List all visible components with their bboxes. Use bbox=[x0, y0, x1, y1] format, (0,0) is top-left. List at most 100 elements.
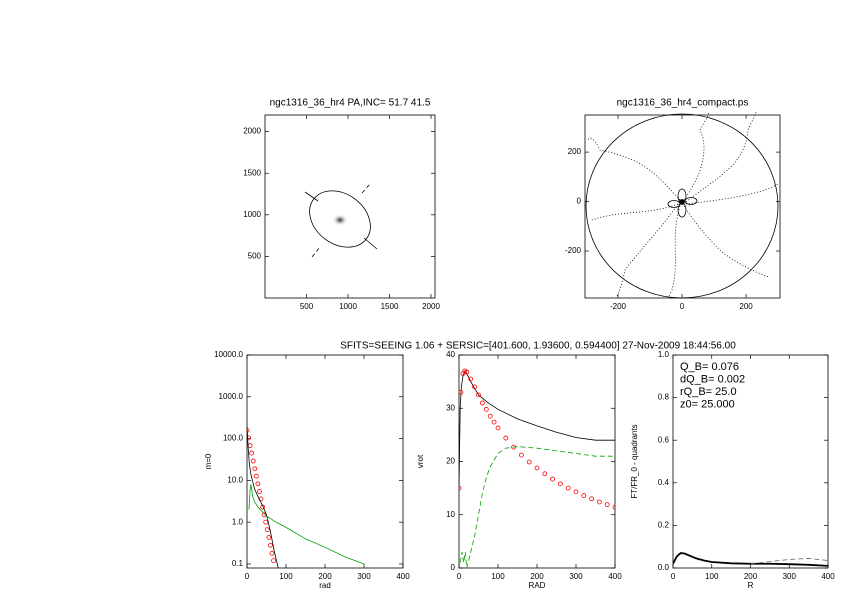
data-point bbox=[526, 459, 532, 465]
x-tick-label: 400 bbox=[396, 572, 410, 581]
y-tick-label: 30 bbox=[446, 403, 455, 412]
galaxy-image bbox=[332, 214, 348, 226]
data-point bbox=[266, 535, 272, 540]
x-tick-label: 0 bbox=[457, 572, 462, 581]
plot-frame bbox=[264, 114, 436, 299]
data-point bbox=[464, 369, 470, 375]
x-tick-label: 200 bbox=[318, 572, 332, 581]
data-point bbox=[558, 481, 563, 487]
x-tick-label: 100 bbox=[491, 572, 505, 581]
series-group bbox=[673, 552, 828, 567]
x-axis-label: rad bbox=[319, 581, 331, 590]
fit-annotation: Q_B= 0.076 bbox=[680, 361, 739, 373]
data-point bbox=[249, 450, 255, 456]
compact-map bbox=[585, 111, 779, 299]
y-tick-label: 500 bbox=[248, 252, 262, 261]
y-tick-label: -200 bbox=[565, 246, 582, 255]
data-point bbox=[264, 527, 270, 533]
x-tick-label: 200 bbox=[739, 302, 753, 311]
data-point bbox=[459, 389, 464, 395]
x-tick-label: 2000 bbox=[422, 302, 440, 311]
x-tick-label: 1000 bbox=[339, 302, 357, 311]
x-tick-label: 0 bbox=[671, 572, 676, 581]
y-tick-label: 100.0 bbox=[223, 434, 244, 443]
x-tick-label: 100 bbox=[279, 572, 293, 581]
data-point bbox=[271, 558, 276, 564]
series-line bbox=[247, 425, 279, 568]
data-point bbox=[468, 376, 474, 382]
series-group bbox=[459, 368, 615, 568]
data-point bbox=[257, 489, 262, 494]
y-tick-label: 0 bbox=[451, 563, 456, 572]
y-tick-label: 0.1 bbox=[232, 559, 244, 568]
x-tick-label: 0 bbox=[680, 302, 685, 311]
data-point bbox=[483, 406, 489, 412]
x-tick-label: -200 bbox=[610, 302, 627, 311]
data-point bbox=[495, 425, 501, 431]
data-point bbox=[573, 489, 579, 495]
data-point bbox=[597, 499, 602, 505]
y-tick-label: 40 bbox=[446, 350, 455, 359]
data-point bbox=[604, 502, 610, 508]
y-tick-label: 0.6 bbox=[658, 435, 670, 444]
x-tick-label: 400 bbox=[821, 572, 835, 581]
data-point bbox=[459, 485, 462, 491]
y-tick-label: 10 bbox=[446, 510, 455, 519]
fit-annotation: dQ_B= 0.002 bbox=[680, 373, 745, 385]
x-axis-label: RAD bbox=[529, 581, 546, 590]
panel-title: ngc1316_36_hr4 PA,INC= 51.7 41.5 bbox=[270, 98, 431, 109]
data-point bbox=[263, 519, 269, 525]
data-point bbox=[534, 465, 540, 471]
x-tick-label: 200 bbox=[530, 572, 544, 581]
data-point bbox=[491, 419, 497, 425]
y-tick-label: 1500 bbox=[243, 168, 261, 177]
data-point bbox=[247, 435, 251, 441]
data-point bbox=[550, 476, 555, 482]
x-tick-label: 300 bbox=[357, 572, 371, 581]
data-point bbox=[565, 485, 571, 491]
y-tick-label: 200 bbox=[568, 147, 582, 156]
data-point bbox=[487, 413, 493, 419]
x-tick-label: 1500 bbox=[381, 302, 399, 311]
series-line bbox=[459, 370, 615, 489]
data-point bbox=[589, 496, 594, 502]
data-point bbox=[503, 435, 509, 441]
y-tick-label: 2000 bbox=[243, 127, 261, 136]
ellipse-fit bbox=[304, 183, 378, 258]
y-tick-label: 10000.0 bbox=[214, 350, 243, 359]
plot-frame bbox=[458, 354, 616, 569]
y-tick-label: 10.0 bbox=[227, 475, 243, 484]
series-line bbox=[459, 446, 615, 568]
data-point bbox=[612, 504, 615, 510]
y-tick-label: 0.4 bbox=[658, 478, 670, 487]
y-tick-label: 1000 bbox=[243, 210, 261, 219]
data-point bbox=[476, 392, 481, 398]
y-axis-label: vrot bbox=[416, 454, 425, 468]
data-point bbox=[519, 452, 524, 458]
y-tick-label: 1.0 bbox=[232, 517, 244, 526]
data-point bbox=[253, 473, 259, 479]
y-axis-label: FT/FR_0 - quadrants bbox=[630, 424, 639, 498]
y-tick-label: 0.2 bbox=[658, 521, 670, 530]
data-point bbox=[267, 542, 273, 548]
fit-annotation: rQ_B= 25.0 bbox=[680, 386, 737, 398]
x-tick-label: 200 bbox=[744, 572, 758, 581]
series-line bbox=[248, 484, 365, 565]
y-tick-label: 0.8 bbox=[658, 393, 670, 402]
series-line bbox=[750, 558, 828, 565]
data-point bbox=[255, 481, 261, 487]
y-axis-label: m=0 bbox=[204, 453, 213, 469]
fit-annotation: z0= 25.000 bbox=[680, 398, 735, 410]
x-tick-label: 100 bbox=[705, 572, 719, 581]
data-point bbox=[581, 493, 587, 498]
x-axis-label: R bbox=[748, 581, 754, 590]
plot-frame bbox=[584, 114, 781, 299]
panel-title: ngc1316_36_hr4_compact.ps bbox=[617, 98, 749, 109]
y-tick-label: 20 bbox=[446, 457, 455, 466]
x-tick-label: 300 bbox=[783, 572, 797, 581]
y-tick-label: 1000.0 bbox=[219, 392, 244, 401]
data-point bbox=[472, 384, 478, 390]
run-title: SFITS=SEEING 1.06 + SERSIC=[401.600, 1.9… bbox=[340, 341, 736, 352]
x-tick-label: 300 bbox=[569, 572, 583, 581]
